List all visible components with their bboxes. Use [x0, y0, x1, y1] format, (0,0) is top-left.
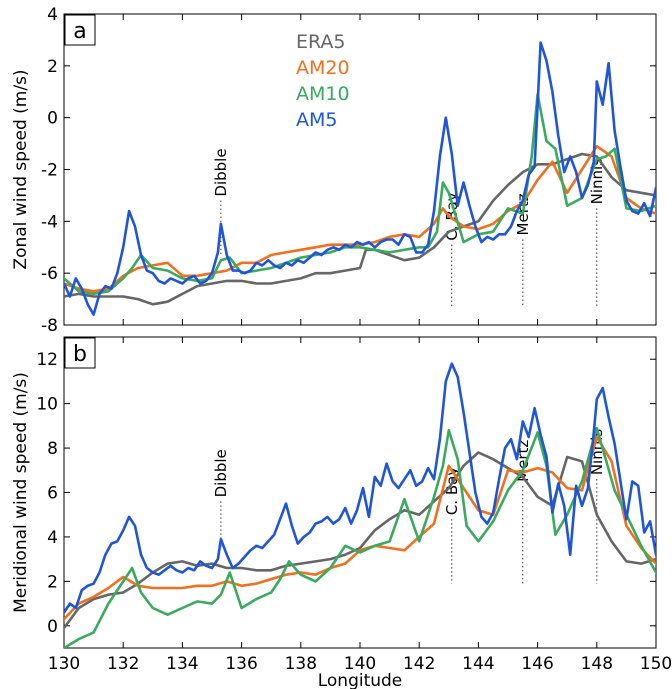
y-tick-label: 10	[36, 395, 58, 415]
x-tick-label: 130	[48, 654, 80, 674]
series-line-am5	[64, 41, 656, 316]
series-line-am10	[64, 93, 656, 296]
y-tick-label: -2	[41, 161, 58, 181]
legend-entry-am10: AM10	[296, 83, 350, 105]
panel-b-meridional: 130 132 134 136 138 140 142 144 146 148 150 0 2 4 6 8 10…	[11, 336, 672, 689]
panel-letter: b	[73, 342, 87, 367]
x-tick-label: 146	[521, 654, 553, 674]
y-tick-label: -4	[41, 212, 58, 232]
y-axis-label: Meridional wind speed (m/s)	[11, 372, 31, 613]
plot-frame	[63, 13, 657, 326]
panel-letter-box	[64, 14, 96, 46]
legend-entry-era5: ERA5	[296, 31, 346, 53]
y-tick-label: -6	[41, 264, 58, 284]
annotation-label: Dibble	[212, 449, 230, 497]
y-tick-label: 4	[47, 528, 58, 548]
panel-letter: a	[73, 19, 86, 44]
legend-entry-am20: AM20	[296, 57, 350, 79]
x-tick-label: 136	[225, 654, 257, 674]
series-line-era5	[64, 152, 656, 306]
panel-letter-box	[64, 337, 96, 369]
x-tick-label: 138	[285, 654, 317, 674]
x-axis-label: Longitude	[318, 671, 403, 689]
annotation-label: Dibble	[212, 148, 230, 196]
x-tick-label: 142	[403, 654, 435, 674]
y-tick-label: 8	[47, 439, 58, 459]
x-tick-label: 132	[107, 654, 139, 674]
legend-entry-am5: AM5	[296, 109, 337, 131]
y-tick-label: 6	[47, 484, 58, 504]
y-tick-label: 2	[47, 572, 58, 592]
x-tick-label: 140	[344, 654, 376, 674]
y-tick-label: 12	[36, 350, 58, 370]
y-tick-label: -8	[41, 316, 58, 336]
y-tick-label: 2	[47, 57, 58, 77]
series-line-am10	[64, 426, 656, 648]
series-line-am5	[64, 362, 656, 614]
y-tick-label: 0	[47, 109, 58, 129]
series-line-am20	[64, 435, 656, 621]
x-tick-label: 148	[581, 654, 613, 674]
x-tick-label: 144	[462, 654, 494, 674]
y-axis-label: Zonal wind speed (m/s)	[11, 69, 31, 269]
x-tick-label: 150	[640, 654, 672, 674]
y-tick-label: 4	[47, 5, 58, 25]
plot-frame	[63, 336, 657, 649]
y-tick-label: 0	[47, 617, 58, 637]
x-tick-label: 134	[166, 654, 198, 674]
